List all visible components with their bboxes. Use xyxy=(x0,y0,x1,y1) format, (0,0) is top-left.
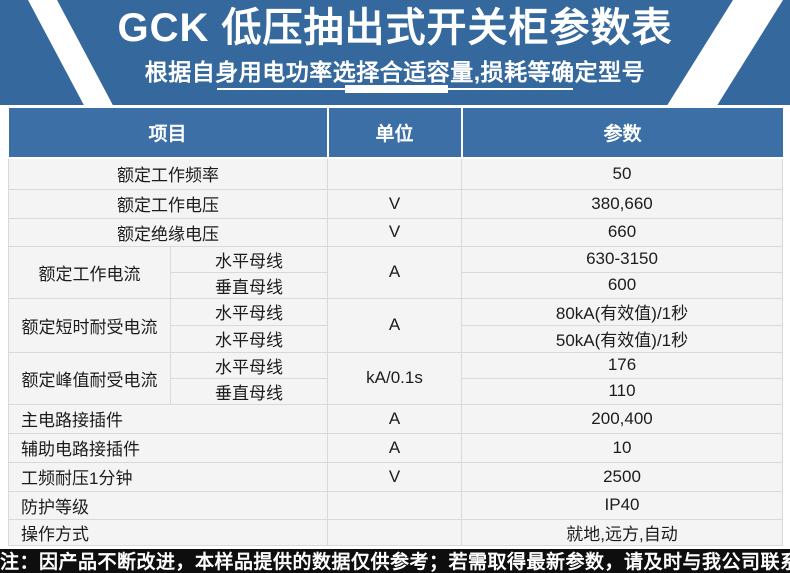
value-cell: 50 xyxy=(461,157,784,190)
unit-cell: V xyxy=(327,461,463,492)
col-header-unit: 单位 xyxy=(326,108,462,159)
table-row: 额定短时耐受电流 水平母线 A 80kA(有效值)/1秒 xyxy=(8,297,784,353)
item-cell: 额定绝缘电压 xyxy=(7,217,329,247)
table-row: 垂直母线 600 xyxy=(9,271,784,299)
unit-cell: A xyxy=(327,245,463,299)
sub-item-cell: 垂直母线 xyxy=(169,377,329,405)
parameters-table: 项目 单位 参数 额定工作频率 50 额定工作电压 V 380,660 额定绝缘… xyxy=(7,108,784,546)
item-cell: 操作方式 xyxy=(7,518,329,546)
table-row: 额定工作电流 水平母线 A 630-3150 xyxy=(8,245,784,299)
banner-underline xyxy=(217,85,573,93)
value-cell: 50kA(有效值)/1秒 xyxy=(461,324,784,353)
item-cell: 额定工作频率 xyxy=(7,157,329,190)
table-row: 操作方式 就地,远方,自动 xyxy=(7,518,784,546)
sub-item-cell: 水平母线 xyxy=(169,324,329,353)
value-cell: 660 xyxy=(461,217,784,247)
table-row: 主电路接插件 A 200,400 xyxy=(7,403,784,434)
banner: GCK 低压抽出式开关柜参数表 根据自身用电功率选择合适容量,损耗等确定型号 xyxy=(0,0,790,105)
item-cell: 防护等级 xyxy=(7,490,329,520)
sub-item-cell: 水平母线 xyxy=(169,351,329,379)
item-cell: 主电路接插件 xyxy=(7,403,329,434)
parameters-table-wrap: 项目 单位 参数 额定工作频率 50 额定工作电压 V 380,660 额定绝缘… xyxy=(7,108,784,546)
value-cell: IP40 xyxy=(461,490,784,520)
table-row: 额定工作电压 V 380,660 xyxy=(7,188,784,219)
value-cell: 10 xyxy=(461,432,784,463)
unit-cell: V xyxy=(327,188,463,219)
table-row: 防护等级 IP40 xyxy=(7,490,784,520)
value-cell: 200,400 xyxy=(461,403,784,434)
underline-accent xyxy=(345,85,448,93)
value-cell: 就地,远方,自动 xyxy=(461,518,784,546)
footer-note: 注：因产品不断改进，本样品提供的数据仅供参考；若需取得最新参数，请及时与我公司联… xyxy=(0,548,790,573)
table-row: 工频耐压1分钟 V 2500 xyxy=(7,461,784,492)
item-cell: 额定工作电压 xyxy=(7,188,329,219)
value-cell: 2500 xyxy=(461,461,784,492)
item-cell: 工频耐压1分钟 xyxy=(7,461,329,492)
item-cell: 辅助电路接插件 xyxy=(7,432,329,463)
value-cell: 110 xyxy=(461,377,784,405)
table-row: 额定工作频率 50 xyxy=(7,157,784,190)
sub-item-cell: 水平母线 xyxy=(169,245,329,273)
unit-cell: A xyxy=(327,432,463,463)
sub-item-cell: 水平母线 xyxy=(169,297,329,326)
col-header-item: 项目 xyxy=(8,108,328,159)
table-row: 辅助电路接插件 A 10 xyxy=(7,432,784,463)
page-subtitle: 根据自身用电功率选择合适容量,损耗等确定型号 xyxy=(144,59,646,86)
sub-item-cell: 垂直母线 xyxy=(169,271,329,299)
value-cell: 176 xyxy=(461,351,784,379)
category-cell: 额定短时耐受电流 xyxy=(8,297,171,353)
value-cell: 380,660 xyxy=(461,188,784,219)
table-row: 额定峰值耐受电流 水平母线 kA/0.1s 176 xyxy=(8,351,784,405)
unit-cell: A xyxy=(327,297,463,353)
unit-cell xyxy=(327,157,463,190)
table-row: 额定绝缘电压 V 660 xyxy=(7,217,784,247)
value-cell: 80kA(有效值)/1秒 xyxy=(461,297,784,326)
unit-cell: A xyxy=(327,403,463,434)
value-cell: 630-3150 xyxy=(461,245,784,273)
unit-cell: V xyxy=(327,217,463,247)
value-cell: 600 xyxy=(461,271,784,299)
col-header-param: 参数 xyxy=(460,108,783,159)
table-row: 垂直母线 110 xyxy=(9,377,784,405)
page-title: GCK 低压抽出式开关柜参数表 xyxy=(117,6,673,50)
unit-cell xyxy=(327,518,463,546)
unit-cell: kA/0.1s xyxy=(327,351,463,405)
category-cell: 额定峰值耐受电流 xyxy=(8,351,171,405)
unit-cell xyxy=(327,490,463,520)
table-row: 水平母线 50kA(有效值)/1秒 xyxy=(9,324,784,353)
table-header-row: 项目 单位 参数 xyxy=(8,108,783,159)
category-cell: 额定工作电流 xyxy=(8,245,171,299)
